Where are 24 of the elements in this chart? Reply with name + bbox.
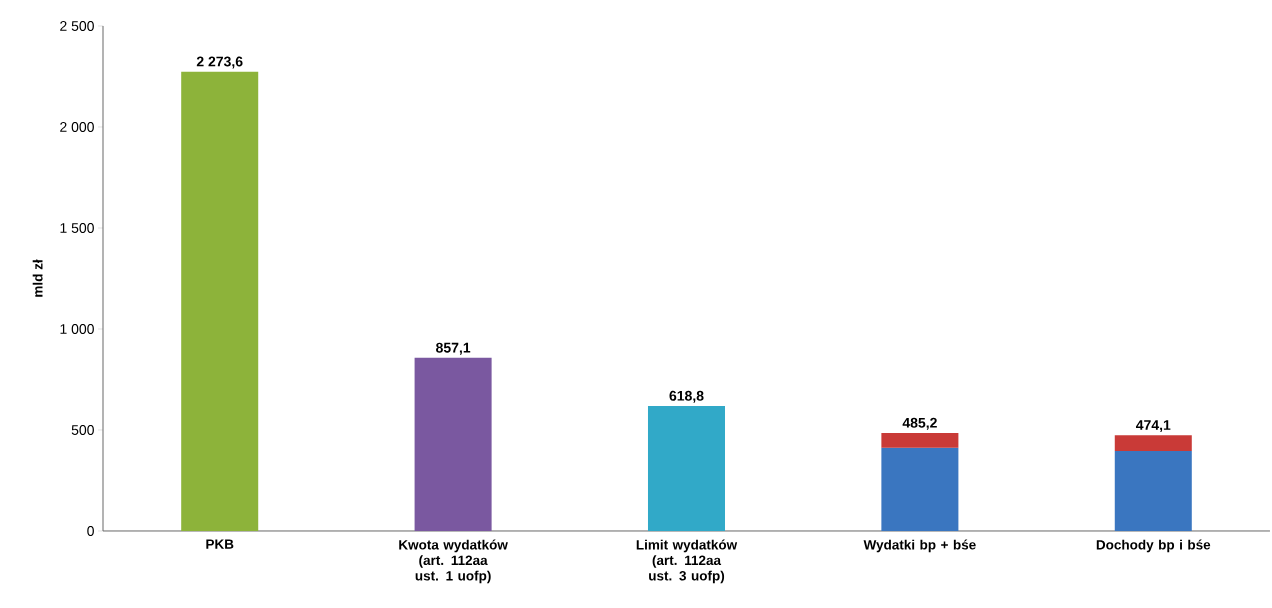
total-label: 618,8 xyxy=(669,390,704,403)
x-tick-label: Wydatki bp + bśe xyxy=(863,539,976,553)
total-label: 485,2 xyxy=(902,417,937,430)
y-tick-label: 0 xyxy=(87,526,94,536)
y-axis-title: mld zł xyxy=(32,259,43,297)
bar xyxy=(881,432,959,448)
y-tick-label: 1 500 xyxy=(60,223,94,233)
x-tick-label: Kwota wydatków (art. 112aa ust. 1 uofp) xyxy=(399,539,508,584)
y-tick-label: 500 xyxy=(71,425,94,435)
y-tick-label: 2 000 xyxy=(60,122,94,132)
x-tick-label: Limit wydatków (art. 112aa ust. 3 uofp) xyxy=(636,539,738,584)
total-label: 857,1 xyxy=(436,342,471,355)
bar xyxy=(1114,450,1192,531)
x-tick-label: PKB xyxy=(206,539,234,549)
bar xyxy=(181,71,259,531)
bar xyxy=(647,405,725,531)
total-label: 474,1 xyxy=(1135,420,1171,433)
x-tick-label: Dochody bp i bśe xyxy=(1096,539,1211,553)
y-tick-label: 1 000 xyxy=(60,324,94,334)
total-label: 2 273,6 xyxy=(196,56,243,69)
y-tick-label: 2 500 xyxy=(60,21,94,31)
bar xyxy=(1114,435,1192,451)
bar xyxy=(881,447,959,531)
bar xyxy=(414,357,492,531)
